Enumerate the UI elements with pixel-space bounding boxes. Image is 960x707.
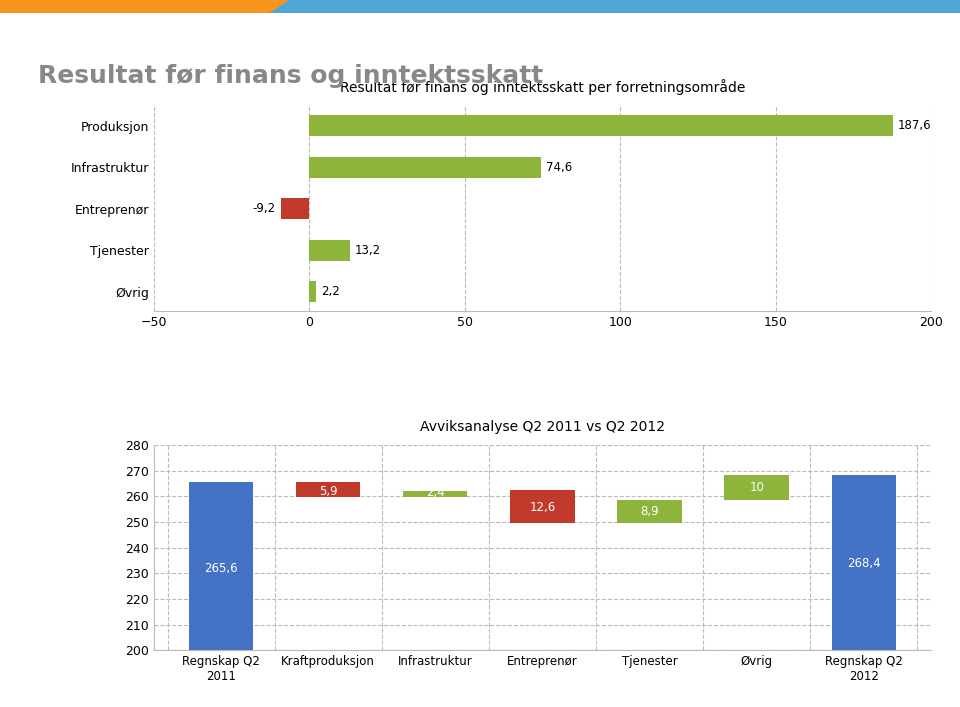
Text: 2,2: 2,2 bbox=[321, 285, 340, 298]
Text: 12,6: 12,6 bbox=[529, 501, 556, 515]
Bar bbox=[309, 240, 350, 261]
Bar bbox=[309, 281, 316, 302]
Text: 268,4: 268,4 bbox=[847, 556, 880, 570]
Bar bbox=[831, 475, 896, 650]
Text: Resultat før finans og inntektsskatt: Resultat før finans og inntektsskatt bbox=[38, 64, 543, 88]
Bar bbox=[309, 157, 541, 177]
Bar bbox=[511, 490, 574, 522]
Text: 5,9: 5,9 bbox=[319, 485, 338, 498]
Text: -9,2: -9,2 bbox=[252, 202, 276, 215]
Text: 8,9: 8,9 bbox=[640, 505, 659, 518]
Bar bbox=[725, 475, 789, 501]
Text: 10: 10 bbox=[749, 481, 764, 494]
Title: Avviksanalyse Q2 2011 vs Q2 2012: Avviksanalyse Q2 2011 vs Q2 2012 bbox=[420, 420, 665, 434]
Bar bbox=[269, 0, 960, 13]
Text: 2,4: 2,4 bbox=[426, 486, 444, 499]
Bar bbox=[309, 115, 893, 136]
Bar bbox=[280, 199, 309, 219]
Text: 13,2: 13,2 bbox=[355, 244, 381, 257]
Bar bbox=[296, 482, 360, 497]
Bar bbox=[189, 482, 253, 650]
Text: 187,6: 187,6 bbox=[898, 119, 931, 132]
Bar bbox=[403, 491, 468, 497]
Title: Resultat før finans og inntektsskatt per forretningsområde: Resultat før finans og inntektsskatt per… bbox=[340, 79, 745, 95]
Text: 265,6: 265,6 bbox=[204, 562, 238, 575]
Bar bbox=[617, 500, 682, 522]
Bar bbox=[0, 0, 269, 13]
Text: 74,6: 74,6 bbox=[546, 160, 572, 174]
Polygon shape bbox=[250, 0, 288, 13]
